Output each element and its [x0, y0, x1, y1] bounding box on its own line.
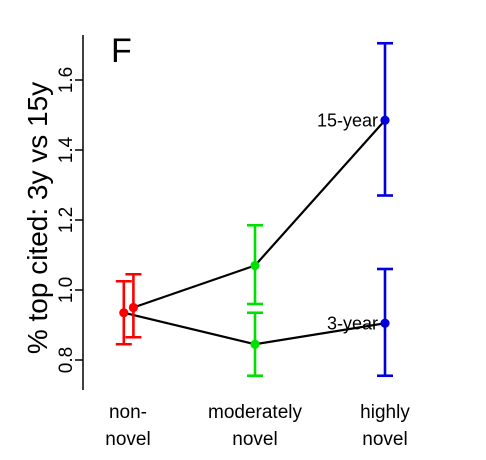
series-label: 3-year — [327, 313, 378, 333]
y-tick-label: 1.4 — [56, 136, 77, 163]
data-points — [119, 115, 390, 349]
x-category-label: novel — [105, 429, 150, 450]
y-tick-label: 1.6 — [56, 67, 77, 93]
y-tick-label: 0.8 — [56, 347, 77, 373]
x-category-label: novel — [232, 429, 277, 450]
panel-label: F — [111, 32, 132, 70]
x-category-label: novel — [362, 429, 407, 450]
y-tick-label: 1.2 — [56, 207, 77, 233]
x-category-labels: non-novel moderately novel highly novel — [105, 402, 410, 450]
series-labels: 15-year 3-year — [317, 110, 378, 333]
x-category-label: non- — [109, 402, 147, 423]
series-line — [133, 119, 386, 309]
series-label: 15-year — [317, 110, 378, 130]
x-category-label: moderately — [208, 402, 302, 423]
data-point — [128, 302, 138, 313]
data-point — [119, 308, 129, 318]
data-point — [250, 339, 260, 349]
data-point — [380, 115, 390, 125]
y-axis-label: % top cited: 3y vs 15y — [22, 82, 53, 354]
y-tick-label: 1.0 — [56, 277, 77, 303]
data-point — [380, 318, 390, 328]
x-category-label: highly — [360, 402, 410, 423]
data-point — [250, 260, 260, 271]
y-ticks: 0.8 1.0 1.2 1.4 1.6 — [56, 67, 83, 373]
